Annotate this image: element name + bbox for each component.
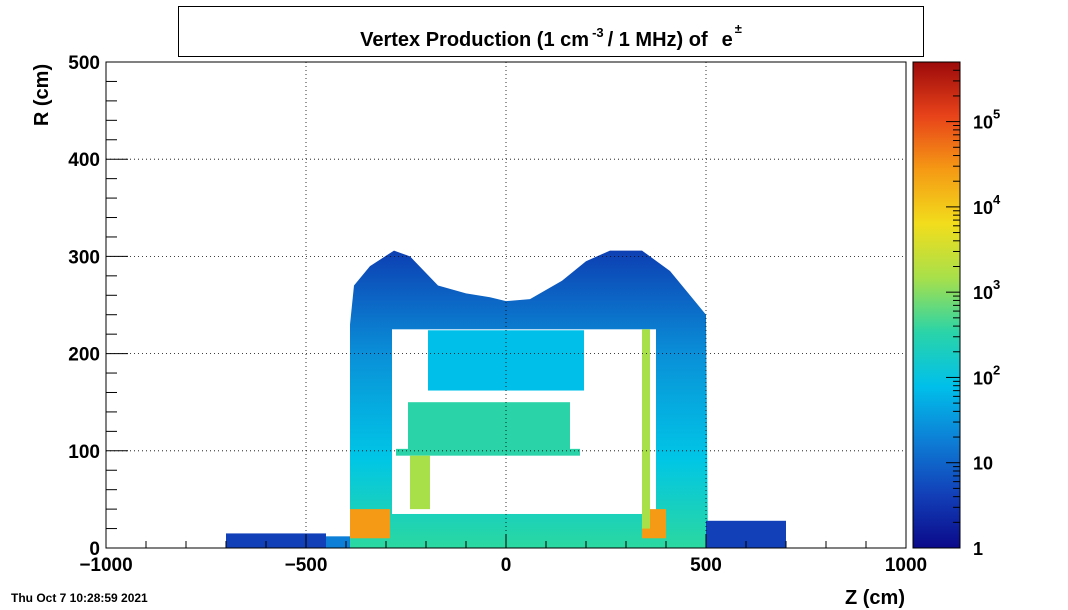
y-axis-label: R (cm) (31, 64, 53, 126)
colorbar-tick-label: 10 (973, 454, 993, 474)
x-tick-label: 0 (501, 555, 512, 576)
y-tick-label: 0 (89, 539, 100, 560)
heatmap-cell-2 (428, 330, 584, 391)
chart-title-box: Vertex Production (1 cm -3/ 1 MHz) of e± (178, 6, 924, 57)
y-tick-label: 300 (68, 247, 100, 268)
colorbar-ticks: 1 10 102 103 104 105 (946, 61, 1001, 559)
heatmap-cell-3 (408, 402, 570, 451)
y-tick-label: 200 (68, 345, 100, 366)
heatmap-layer (226, 250, 786, 548)
y-tick-label: 400 (68, 150, 100, 171)
colorbar-tick-label: 102 (973, 362, 1000, 388)
colorbar (912, 61, 961, 549)
axis-layer: −1000 −500 0 500 1000 0 100 200 300 400 500 (68, 53, 927, 576)
colorbar-tick-label: 103 (973, 277, 1000, 303)
x-tick-label: −1000 (79, 555, 132, 576)
heatmap-cell-5 (350, 509, 390, 539)
chart-title-main: Vertex Production (1 cm (360, 29, 590, 51)
timestamp: Thu Oct 7 10:28:59 2021 (11, 591, 148, 605)
heatmap-cell-11 (226, 533, 326, 548)
x-axis-label: Z (cm) (845, 587, 905, 609)
colorbar-tick-label: 104 (973, 192, 1001, 218)
heatmap-cell-4 (396, 448, 580, 456)
chart-title: Vertex Production (1 cm -3/ 1 MHz) of e± (179, 21, 923, 52)
x-tick-label: 500 (690, 555, 722, 576)
chart-title-exponent: -3 (592, 25, 604, 40)
grid-layer (106, 62, 906, 548)
heatmap-cell-9 (326, 536, 350, 548)
y-tick-label: 500 (68, 53, 100, 74)
chart-title-rest: / 1 MHz) of (607, 29, 708, 51)
colorbar-tick-label: 1 (973, 539, 983, 559)
chart-title-particle-sup: ± (734, 21, 742, 36)
colorbar-tick-label: 105 (973, 107, 1000, 133)
x-tick-label: −500 (285, 555, 328, 576)
heatmap-cell-8 (642, 329, 650, 529)
x-tick-label: 1000 (885, 555, 927, 576)
heatmap-cell-7 (410, 455, 430, 510)
y-tick-label: 100 (68, 442, 100, 463)
chart-title-particle: e (721, 29, 733, 51)
